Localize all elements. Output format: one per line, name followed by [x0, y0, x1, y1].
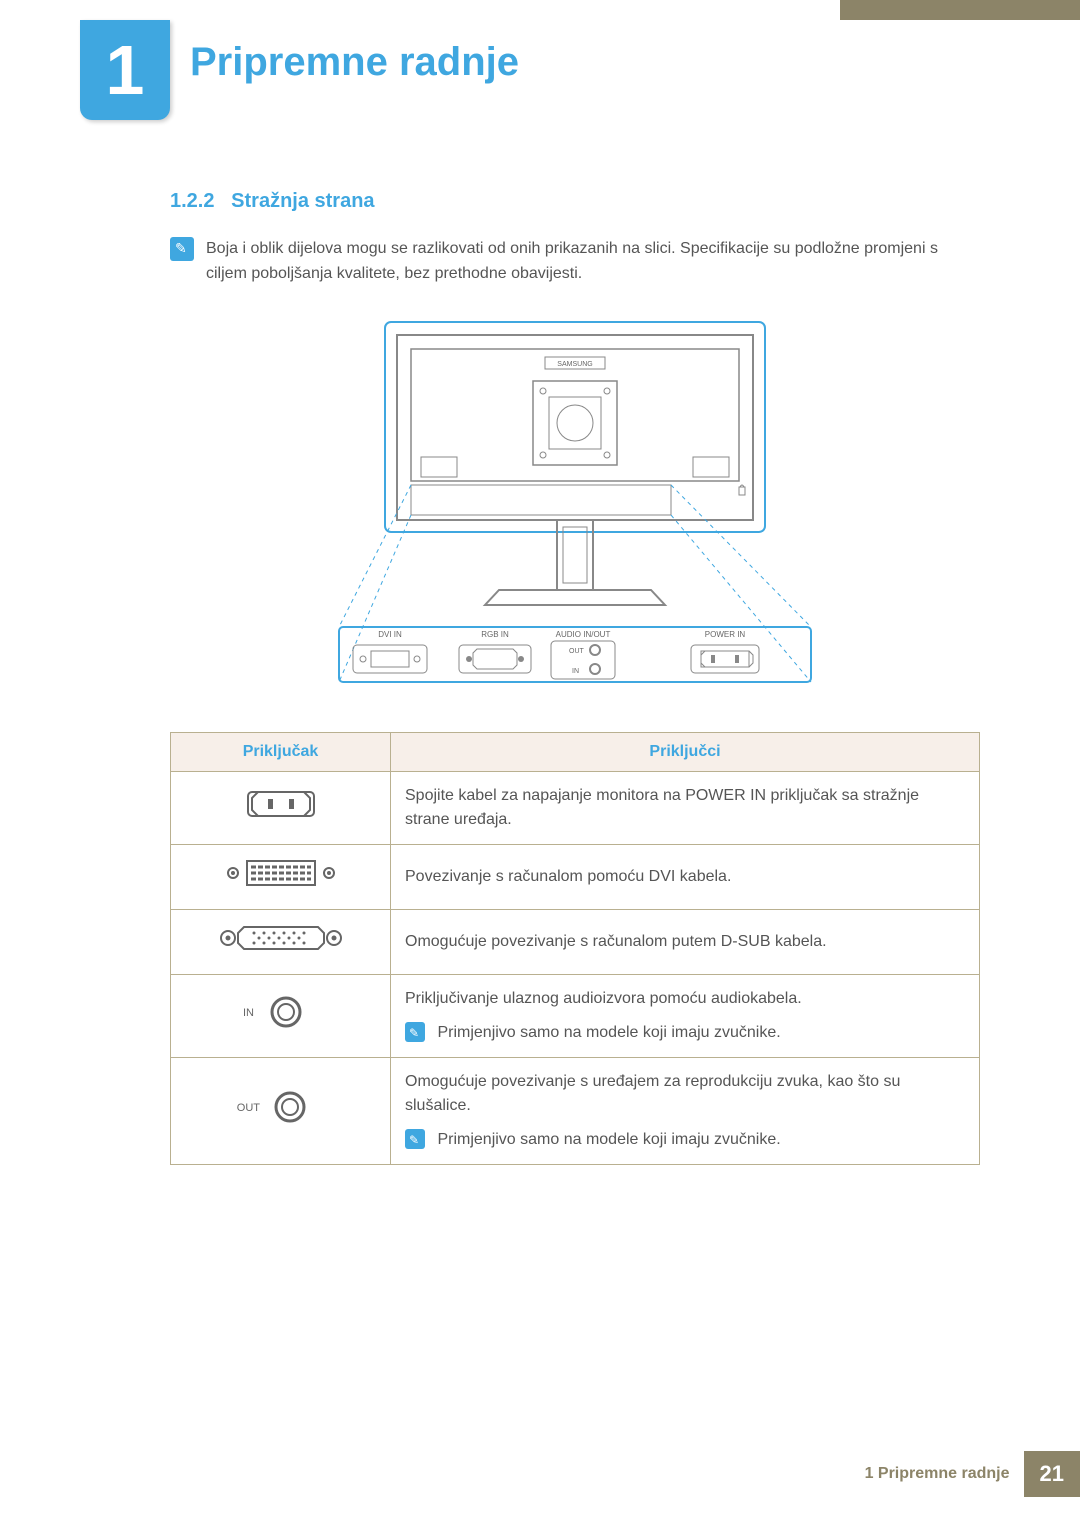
rear-diagram: SAMSUNG: [170, 317, 980, 692]
svg-text:IN: IN: [243, 1007, 254, 1019]
chapter-number-badge: 1: [80, 20, 170, 120]
svg-text:AUDIO IN/OUT: AUDIO IN/OUT: [556, 630, 611, 639]
svg-text:IN: IN: [572, 668, 579, 675]
note-icon: [405, 1129, 425, 1149]
note-text: Boja i oblik dijelova mogu se razlikovat…: [206, 237, 980, 287]
svg-text:POWER IN: POWER IN: [705, 630, 746, 639]
audio-out-desc: Omogućuje povezivanje s uređajem za repr…: [391, 1057, 980, 1164]
svg-text:RGB IN: RGB IN: [481, 630, 509, 639]
chapter-title: Pripremne radnje: [190, 40, 519, 85]
top-accent-bar: [840, 0, 1080, 20]
table-row: Omogućuje povezivanje s računalom putem …: [171, 909, 980, 974]
dvi-port-icon: [171, 844, 391, 909]
page-footer: 1 Pripremne radnje 21: [865, 1451, 1080, 1497]
audio-in-subnote: Primjenjivo samo na modele koji imaju zv…: [437, 1024, 780, 1041]
page-content: 1.2.2 Stražnja strana Boja i oblik dijel…: [170, 190, 980, 1165]
section-heading: 1.2.2 Stražnja strana: [170, 190, 980, 213]
svg-text:OUT: OUT: [236, 1102, 260, 1114]
svg-text:DVI IN: DVI IN: [378, 630, 402, 639]
dsub-port-desc: Omogućuje povezivanje s računalom putem …: [391, 909, 980, 974]
audio-in-desc: Priključivanje ulaznog audioizvora pomoć…: [391, 974, 980, 1057]
power-port-icon: [171, 771, 391, 844]
power-port-desc: Spojite kabel za napajanje monitora na P…: [391, 771, 980, 844]
dvi-port-desc: Povezivanje s računalom pomoću DVI kabel…: [391, 844, 980, 909]
footer-page-number: 21: [1024, 1451, 1080, 1497]
ports-table: Priključak Priključci Spojite kabel za n…: [170, 732, 980, 1165]
note-icon: [405, 1022, 425, 1042]
table-row: IN Priključivanje ulaznog audioizvora po…: [171, 974, 980, 1057]
note-icon: [170, 237, 194, 261]
section-title: Stražnja strana: [231, 190, 374, 212]
brand-label: SAMSUNG: [557, 361, 592, 368]
table-header-row: Priključak Priključci: [171, 732, 980, 771]
footer-chapter-label: 1 Pripremne radnje: [865, 1465, 1024, 1483]
svg-text:OUT: OUT: [569, 648, 585, 655]
audio-out-subnote: Primjenjivo samo na modele koji imaju zv…: [437, 1131, 780, 1148]
table-row: OUT Omogućuje povezivanje s uređajem za …: [171, 1057, 980, 1164]
monitor-rear-svg: SAMSUNG: [335, 317, 815, 687]
section-number: 1.2.2: [170, 190, 214, 212]
table-row: Spojite kabel za napajanje monitora na P…: [171, 771, 980, 844]
table-row: Povezivanje s računalom pomoću DVI kabel…: [171, 844, 980, 909]
dsub-port-icon: [171, 909, 391, 974]
info-note: Boja i oblik dijelova mogu se razlikovat…: [170, 237, 980, 287]
col-port: Priključak: [171, 732, 391, 771]
audio-in-icon: IN: [171, 974, 391, 1057]
audio-out-icon: OUT: [171, 1057, 391, 1164]
col-ports: Priključci: [391, 732, 980, 771]
